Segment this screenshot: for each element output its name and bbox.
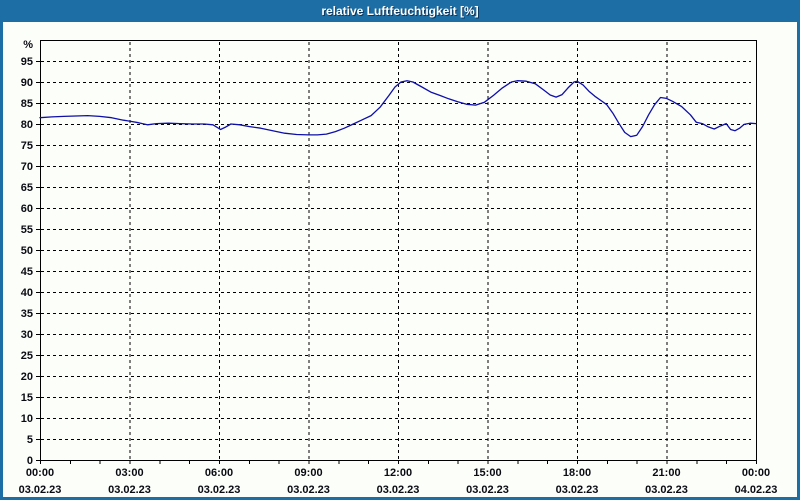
y-axis-tick-label: 10 [21,413,33,425]
y-axis-tick-label: 60 [21,203,33,215]
x-axis-time-label: 00:00 [742,467,770,479]
x-axis-date-label: 03.02.23 [108,484,151,496]
x-axis-date-label: 04.02.23 [735,484,778,496]
y-axis-tick-label: 25 [21,350,33,362]
y-axis-tick-label: 45 [21,266,33,278]
y-axis-tick-label: 70 [21,161,33,173]
window-titlebar: relative Luftfeuchtigkeit [%] [0,0,800,22]
y-axis-tick-label: 75 [21,140,33,152]
x-axis-time-label: 21:00 [652,467,680,479]
x-axis-time-label: 18:00 [563,467,591,479]
x-axis-date-label: 03.02.23 [287,484,330,496]
y-axis-tick-label: 35 [21,308,33,320]
x-axis-date-label: 03.02.23 [377,484,420,496]
x-axis-date-label: 03.02.23 [198,484,241,496]
x-axis-date-label: 03.02.23 [466,484,509,496]
y-axis-tick-label: 20 [21,371,33,383]
y-axis-tick-label: 80 [21,119,33,131]
x-axis-date-label: 03.02.23 [556,484,599,496]
x-axis-date-label: 03.02.23 [19,484,62,496]
x-axis-time-label: 00:00 [26,467,54,479]
y-axis-tick-label: 55 [21,224,33,236]
y-axis-unit-label: % [23,39,33,51]
y-axis-tick-label: 85 [21,98,33,110]
x-axis-time-label: 09:00 [294,467,322,479]
x-axis-date-label: 03.02.23 [645,484,688,496]
window-title: relative Luftfeuchtigkeit [%] [321,4,479,18]
x-axis-time-label: 15:00 [473,467,501,479]
x-axis-time-label: 06:00 [205,467,233,479]
x-axis-time-label: 03:00 [115,467,143,479]
chart-panel [3,22,797,497]
y-axis-tick-label: 90 [21,77,33,89]
y-axis-tick-label: 50 [21,245,33,257]
y-axis-tick-label: 95 [21,56,33,68]
x-axis-time-label: 12:00 [384,467,412,479]
y-axis-tick-label: 65 [21,182,33,194]
y-axis-tick-label: 30 [21,329,33,341]
y-axis-tick-label: 0 [27,455,33,467]
y-axis-tick-label: 40 [21,287,33,299]
y-axis-tick-label: 15 [21,392,33,404]
y-axis-tick-label: 5 [27,434,33,446]
humidity-series-line [39,80,757,138]
